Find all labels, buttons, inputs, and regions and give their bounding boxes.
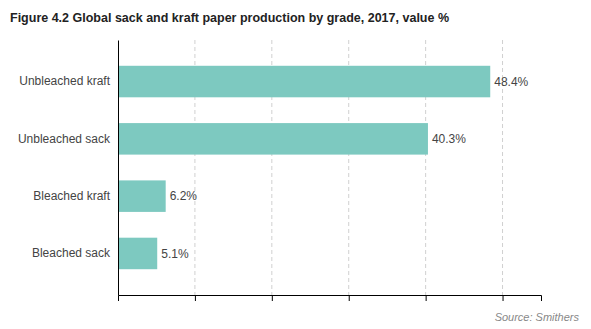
- x-tick: [503, 295, 504, 301]
- bar: [118, 66, 490, 98]
- x-tick-mark: [503, 295, 504, 301]
- x-tick: [349, 295, 350, 301]
- data-label: 5.1%: [161, 247, 189, 261]
- x-axis: [119, 295, 542, 301]
- data-label: 6.2%: [170, 189, 198, 203]
- data-label: 48.4%: [494, 75, 528, 89]
- y-tick: Bleached kraft: [33, 189, 110, 203]
- x-tick-mark: [426, 295, 427, 301]
- bar: [118, 180, 166, 212]
- annotation: Source: Smithers: [495, 311, 580, 323]
- x-tick-mark: [195, 295, 196, 301]
- y-tick-label: Unbleached sack: [18, 132, 111, 146]
- y-tick-label: Bleached kraft: [33, 189, 110, 203]
- bar: [118, 238, 157, 270]
- y-axis: Bleached sack Bleached kraft Unbleached sa…: [18, 41, 119, 296]
- y-tick: Unbleached kraft: [19, 74, 110, 88]
- x-tick: [272, 295, 273, 301]
- title: Figure 4.2 Global sack and kraft paper p…: [10, 11, 449, 25]
- y-tick-label: Unbleached kraft: [19, 74, 110, 88]
- x-tick: [426, 295, 427, 301]
- bars: [118, 66, 490, 269]
- y-tick: Bleached sack: [32, 246, 111, 260]
- data-label: 40.3%: [432, 132, 466, 146]
- y-tick-label: Bleached sack: [32, 246, 111, 260]
- plot: Bleached sack Bleached kraft Unbleached sa…: [18, 40, 542, 301]
- y-axis-line: [118, 41, 119, 296]
- data-labels: 5.1% 6.2% 40.3% 48.4%: [161, 75, 528, 261]
- x-tick-mark: [272, 295, 273, 301]
- x-tick: [195, 295, 196, 301]
- x-axis-line: [119, 296, 542, 302]
- chart: Figure 4.2 Global sack and kraft paper p…: [0, 0, 591, 329]
- y-tick: Unbleached sack: [18, 132, 111, 146]
- x-tick-mark: [349, 295, 350, 301]
- bar: [118, 123, 428, 155]
